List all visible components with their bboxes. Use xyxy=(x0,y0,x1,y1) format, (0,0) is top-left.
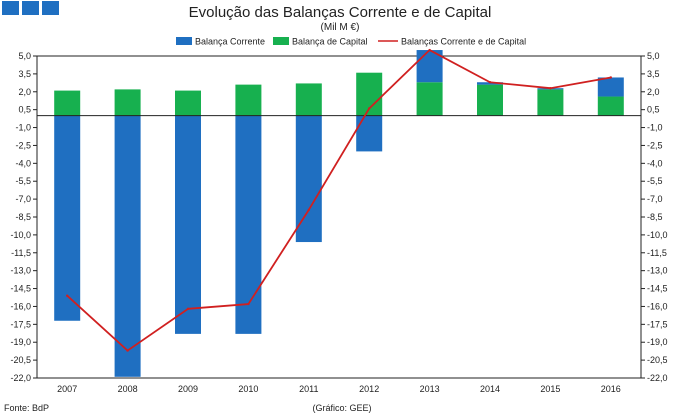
x-tick-label-2013: 2013 xyxy=(420,384,440,394)
point-total-2009 xyxy=(186,307,190,311)
bar-corrente-2011 xyxy=(295,115,322,243)
y-tick-label-left: -19,0 xyxy=(10,337,31,347)
x-tick-label-2014: 2014 xyxy=(480,384,500,394)
bar-corrente-2016 xyxy=(597,77,624,97)
legend-swatch-corrente xyxy=(176,37,192,45)
chart-title: Evolução das Balanças Corrente e de Capi… xyxy=(189,4,492,21)
y-tick-label-right: -14,5 xyxy=(647,284,668,294)
y-tick-label-left: -2,5 xyxy=(15,140,31,150)
y-tick-label-left: -10,0 xyxy=(10,230,31,240)
y-tick-label-left: -14,5 xyxy=(10,284,31,294)
legend: Balança Corrente Balança de Capital Bala… xyxy=(176,37,526,47)
y-tick-label-left: -7,0 xyxy=(15,194,31,204)
y-tick-label-right: -20,5 xyxy=(647,355,668,365)
bar-capital-2013 xyxy=(416,82,443,116)
y-tick-label-right: 3,5 xyxy=(647,69,660,79)
y-tick-label-right: -2,5 xyxy=(647,140,663,150)
bar-capital-2016 xyxy=(597,96,624,116)
bar-capital-2014 xyxy=(477,84,503,116)
y-tick-label-right: -10,0 xyxy=(647,230,668,240)
x-tick-label-2012: 2012 xyxy=(359,384,379,394)
chart-subtitle: (Mil M €) xyxy=(321,22,360,33)
y-tick-label-right: -16,0 xyxy=(647,301,668,311)
plot-area: 5,0 5,0 3,5 3,5 2,0 2,0 0,5 0,5 -1,0 -1,0 -2,5 -2,5… xyxy=(10,48,668,394)
y-tick-label-left: 0,5 xyxy=(18,105,31,115)
bar-capital-2010 xyxy=(235,84,262,116)
logo-block-3 xyxy=(42,1,59,15)
y-tick-label-right: -7,0 xyxy=(647,194,663,204)
x-tick-label-2011: 2011 xyxy=(299,384,318,394)
legend-label-capital: Balança de Capital xyxy=(292,37,368,47)
x-tick-label-2010: 2010 xyxy=(238,384,258,394)
logo-block-1 xyxy=(2,1,19,15)
source-note: Fonte: BdP xyxy=(4,403,49,413)
y-tick-label-right: 5,0 xyxy=(647,51,660,61)
point-total-2010 xyxy=(247,302,250,306)
y-tick-label-left: -17,5 xyxy=(10,319,31,329)
y-tick-label-left: 5,0 xyxy=(18,51,31,61)
point-total-2008 xyxy=(126,349,129,352)
y-tick-label-left: -4,0 xyxy=(15,158,31,168)
bar-corrente-2012 xyxy=(356,115,383,152)
y-tick-label-left: -22,0 xyxy=(10,373,31,383)
x-tick-label-2009: 2009 xyxy=(178,384,198,394)
line-total xyxy=(66,49,611,352)
y-tick-label-right: -1,0 xyxy=(647,123,663,133)
legend-label-total: Balanças Corrente e de Capital xyxy=(401,37,526,47)
bar-capital-2015 xyxy=(537,89,564,116)
y-tick-label-left: 3,5 xyxy=(18,69,31,79)
y-tick-label-left: -11,5 xyxy=(11,248,31,258)
point-total-2012 xyxy=(368,107,371,110)
x-tick-label-2008: 2008 xyxy=(118,384,138,394)
y-tick-label-right: -19,0 xyxy=(647,337,668,347)
y-tick-label-left: -8,5 xyxy=(15,212,31,222)
bar-corrente-2007 xyxy=(54,115,81,321)
bar-capital-2007 xyxy=(54,90,81,116)
point-total-2013 xyxy=(428,48,431,52)
point-total-2016 xyxy=(609,76,612,79)
point-total-2011 xyxy=(307,208,310,212)
point-total-2007 xyxy=(66,294,69,297)
y-tick-label-right: -8,5 xyxy=(647,212,663,222)
y-tick-label-left: -20,5 xyxy=(10,355,31,365)
y-tick-label-left: -13,0 xyxy=(10,266,31,276)
y-tick-label-right: 0,5 xyxy=(647,105,660,115)
y-tick-label-right: -11,5 xyxy=(647,248,667,258)
legend-label-corrente: Balança Corrente xyxy=(195,37,265,47)
y-tick-label-left: -5,5 xyxy=(15,176,31,186)
bar-corrente-2010 xyxy=(235,115,262,334)
logo xyxy=(2,1,59,15)
bar-capital-2008 xyxy=(114,89,141,116)
x-tick-label-2016: 2016 xyxy=(601,384,621,394)
y-tick-label-right: -13,0 xyxy=(647,266,668,276)
x-tick-label-2007: 2007 xyxy=(57,384,77,394)
bar-corrente-2009 xyxy=(175,115,201,334)
bar-corrente-2008 xyxy=(114,115,141,377)
y-tick-label-right: -22,0 xyxy=(647,373,668,383)
y-tick-label-right: -17,5 xyxy=(647,319,668,329)
bar-capital-2009 xyxy=(175,90,201,116)
x-tick-label-2015: 2015 xyxy=(540,384,560,394)
y-tick-label-left: 2,0 xyxy=(18,87,31,97)
bar-capital-2011 xyxy=(295,83,322,116)
y-tick-label-right: 2,0 xyxy=(647,87,660,97)
y-tick-label-left: -16,0 xyxy=(10,301,31,311)
y-tick-label-left: -1,0 xyxy=(15,123,31,133)
point-total-2015 xyxy=(549,87,552,90)
legend-swatch-capital xyxy=(273,37,289,45)
logo-block-2 xyxy=(22,1,39,15)
y-tick-label-right: -4,0 xyxy=(647,158,663,168)
graphic-credit: (Gráfico: GEE) xyxy=(312,403,371,413)
y-tick-label-right: -5,5 xyxy=(647,176,663,186)
point-total-2014 xyxy=(488,81,492,84)
